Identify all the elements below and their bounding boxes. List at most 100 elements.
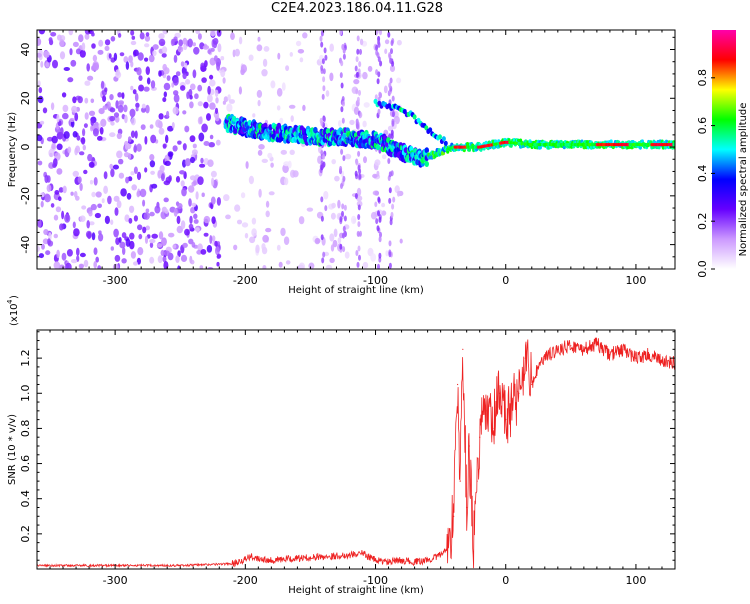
heatmap-cell <box>388 171 392 178</box>
heatmap-cell <box>297 49 305 54</box>
heatmap-cell <box>222 77 226 84</box>
snr-data-point <box>498 392 500 394</box>
heatmap-cell <box>130 30 135 36</box>
heatmap-cell <box>329 257 335 263</box>
heatmap-cell <box>214 107 219 115</box>
heatmap-cell <box>355 88 359 95</box>
heatmap-cell <box>168 232 175 238</box>
heatmap-cell <box>146 77 151 85</box>
heatmap-cell <box>128 152 132 160</box>
heatmap-cell <box>187 38 193 48</box>
heatmap-cell <box>38 253 45 259</box>
heatmap-cell <box>344 251 350 259</box>
heatmap-cell <box>64 213 71 223</box>
heatmap-cell <box>276 244 281 251</box>
heatmap-cell <box>177 46 184 53</box>
heatmap-cell <box>133 215 138 222</box>
heatmap-cell <box>251 217 257 225</box>
heatmap-cell <box>84 33 90 40</box>
heatmap-cell <box>131 35 136 40</box>
heatmap-cell <box>67 146 72 154</box>
snr-data-point <box>583 348 585 350</box>
heatmap-cell <box>109 132 116 138</box>
heatmap-cell <box>216 30 222 37</box>
heatmap-cell <box>207 49 212 55</box>
snr-data-point <box>296 557 298 560</box>
heatmap-cell <box>377 210 380 217</box>
heatmap-cell <box>182 37 188 45</box>
y-scale-suffix: ) <box>9 295 20 299</box>
heatmap-cell <box>209 79 216 87</box>
snr-data-point <box>468 445 470 447</box>
snr-data-point <box>251 556 253 558</box>
heatmap-cell <box>356 96 360 103</box>
heatmap-cell <box>319 117 323 124</box>
heatmap-cell <box>441 136 446 142</box>
heatmap-cell <box>388 187 392 194</box>
heatmap-cell <box>52 59 58 69</box>
x-axis-label: Height of straight line (km) <box>288 585 424 596</box>
y-tick-label: -20 <box>19 187 32 205</box>
heatmap-cell <box>267 152 273 159</box>
heatmap-cell <box>217 43 222 53</box>
heatmap-cell <box>321 58 325 65</box>
heatmap-cell <box>388 251 392 258</box>
heatmap-cell <box>355 71 359 78</box>
heatmap-cell <box>161 53 167 58</box>
heatmap-cell <box>384 39 390 45</box>
heatmap-cell <box>390 133 394 140</box>
heatmap-cell <box>93 247 98 255</box>
y-axis-label: Frequency (Hz) <box>7 112 18 188</box>
heatmap-cell <box>135 107 139 112</box>
heatmap-cell <box>200 157 204 164</box>
heatmap-cell <box>44 174 49 184</box>
heatmap-cell <box>388 82 392 89</box>
heatmap-cell <box>179 170 186 175</box>
heatmap-cell <box>263 46 270 52</box>
heatmap-cell <box>376 78 380 85</box>
heatmap-cell <box>201 123 208 133</box>
heatmap-cell <box>203 215 211 224</box>
heatmap-cell <box>180 220 186 230</box>
snr-data-point <box>466 506 468 509</box>
heatmap-cell <box>355 123 359 130</box>
y-axis-label: SNR (10 * v/v) <box>7 414 18 485</box>
heatmap-cell <box>90 98 95 104</box>
snr-data-point <box>453 515 455 517</box>
heatmap-cell <box>133 49 139 57</box>
heatmap-cell <box>62 185 67 194</box>
heatmap-cell <box>149 242 154 249</box>
heatmap-cell <box>164 160 171 166</box>
heatmap-cell <box>68 30 74 36</box>
snr-data-point <box>635 357 637 359</box>
heatmap-cell <box>149 154 155 161</box>
heatmap-cell <box>61 210 65 220</box>
heatmap-cell <box>160 249 165 256</box>
heatmap-cell <box>322 85 326 92</box>
heatmap-cell <box>265 210 270 218</box>
heatmap-cell <box>324 205 328 212</box>
heatmap-cell <box>377 39 381 46</box>
heatmap-cell <box>116 132 122 140</box>
snr-data-point <box>524 357 526 359</box>
heatmap-cell <box>134 130 138 139</box>
heatmap-cell <box>72 96 77 104</box>
heatmap-cell <box>70 191 74 196</box>
snr-panel: -300 -200 -100 0 100 0.2 0.4 0.6 0.8 1.0 1.2 Height… <box>6 295 676 596</box>
x-tick-label: 100 <box>625 574 646 587</box>
heatmap-cell <box>362 71 368 80</box>
heatmap-cell <box>84 80 91 86</box>
heatmap-cell <box>191 241 196 248</box>
heatmap-cell <box>197 33 202 40</box>
heatmap-cell <box>321 162 325 169</box>
heatmap-cell <box>67 77 74 83</box>
y-tick-label: 0.4 <box>19 490 32 508</box>
heatmap-cell <box>145 32 150 37</box>
heatmap-cell <box>196 249 202 255</box>
snr-data-point <box>179 564 181 567</box>
heatmap-cell <box>110 246 115 251</box>
heatmap-cell <box>192 69 197 79</box>
heatmap-cell <box>320 215 324 222</box>
heatmap-cell <box>75 145 81 154</box>
heatmap-cell <box>322 251 326 258</box>
